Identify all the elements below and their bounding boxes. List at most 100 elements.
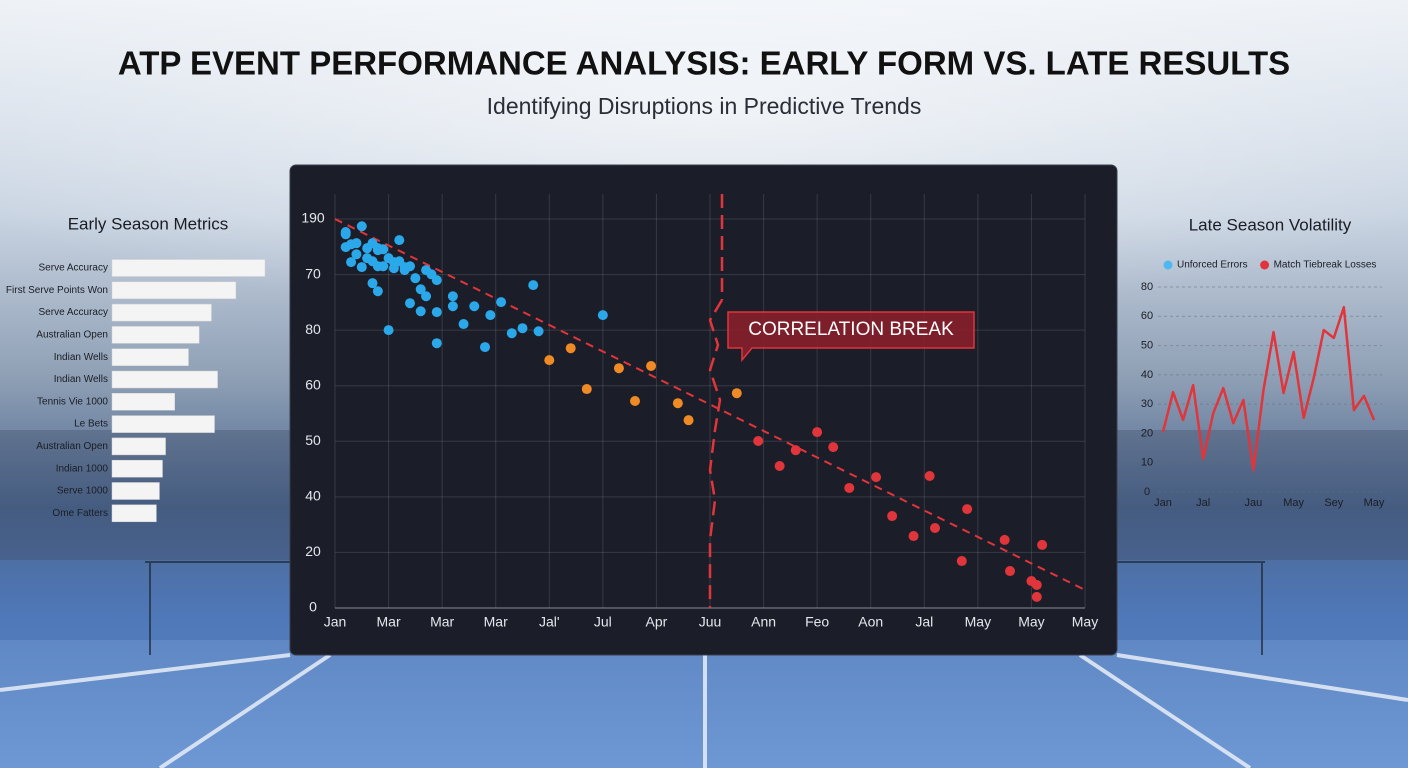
y-tick-label: 190: [301, 210, 325, 226]
legend-marker: [1260, 260, 1270, 270]
point: [999, 534, 1010, 545]
point: [1031, 579, 1042, 590]
bar-label: Ome Fatters: [52, 508, 108, 519]
bar: [111, 393, 175, 411]
bar: [111, 259, 266, 277]
x-tick-label: Mar: [377, 614, 401, 630]
y-tick-label: 0: [309, 599, 317, 615]
point: [431, 338, 442, 349]
x-tick-label: Sey: [1324, 497, 1343, 509]
y-tick-label: 60: [1141, 310, 1153, 322]
page-subtitle: Identifying Disruptions in Predictive Tr…: [487, 93, 922, 119]
point: [528, 280, 539, 291]
point: [356, 262, 367, 273]
point: [828, 442, 839, 453]
y-tick-label: 40: [1141, 369, 1153, 381]
point: [356, 221, 367, 232]
point: [597, 310, 608, 321]
bar: [111, 326, 200, 344]
net: [145, 561, 1265, 655]
point: [405, 298, 415, 309]
point: [908, 531, 919, 542]
point: [415, 306, 426, 317]
point: [924, 471, 935, 482]
point: [683, 415, 694, 426]
x-tick-label: Ann: [751, 614, 776, 630]
point: [340, 229, 351, 240]
bar: [111, 504, 157, 523]
bar-label: Indian Wells: [54, 374, 108, 385]
point: [351, 249, 362, 260]
y-tick-label: 50: [305, 432, 321, 448]
bar-label: Indian Wells: [54, 352, 108, 363]
point: [496, 297, 507, 308]
point: [812, 427, 823, 438]
point: [431, 307, 442, 318]
point: [630, 395, 640, 406]
x-tick-label: Jan: [1154, 497, 1172, 509]
x-tick-label: Jal: [1196, 497, 1210, 509]
x-tick-label: May: [965, 614, 991, 630]
bar: [111, 281, 237, 300]
bar-label: Indian 1000: [56, 463, 109, 474]
y-tick-label: 60: [305, 376, 321, 392]
point: [480, 342, 490, 353]
x-tick-label: Jal': [539, 614, 560, 630]
point: [517, 323, 528, 334]
point: [351, 238, 362, 249]
point: [672, 398, 683, 409]
point: [930, 522, 940, 533]
point: [415, 284, 426, 295]
point: [544, 355, 555, 366]
point: [1031, 591, 1042, 602]
x-tick-label: May: [1072, 614, 1098, 630]
bar: [111, 348, 189, 366]
court-lines: [0, 653, 1408, 768]
x-tick-label: Jul: [594, 614, 612, 630]
line: [1161, 305, 1376, 472]
point: [378, 244, 389, 255]
chart-title: Late Season Volatility: [1189, 215, 1352, 234]
point: [774, 461, 785, 472]
x-tick-label: Juu: [699, 614, 722, 630]
bar-label: First Serve Points Won: [6, 285, 108, 296]
x-tick-label: May: [1364, 497, 1385, 509]
legend-label: Unforced Errors: [1177, 260, 1248, 271]
bar: [111, 459, 163, 478]
y-tick-label: 80: [1141, 281, 1153, 293]
point: [447, 291, 458, 302]
point: [581, 384, 592, 395]
legend-marker: [1163, 260, 1173, 270]
point: [362, 253, 373, 264]
point: [871, 472, 882, 483]
point: [383, 325, 394, 336]
y-tick-label: 70: [305, 265, 321, 281]
x-tick-label: Jan: [324, 614, 347, 630]
stands-right: [1117, 430, 1408, 560]
point: [485, 310, 496, 321]
point: [962, 504, 973, 515]
bar-label: Le Bets: [74, 419, 108, 430]
point: [410, 273, 421, 284]
point: [646, 360, 657, 371]
x-tick-label: May: [1018, 614, 1044, 630]
x-tick-label: Jal: [915, 614, 933, 630]
bar-label: Australian Open: [36, 441, 108, 452]
x-tick-label: May: [1283, 497, 1304, 509]
point: [844, 482, 855, 493]
y-tick-label: 40: [305, 488, 321, 504]
point: [367, 278, 378, 289]
point: [378, 261, 389, 272]
bar-label: Serve 1000: [57, 486, 109, 497]
bar-label: Serve Accuracy: [39, 263, 108, 274]
point: [613, 363, 624, 374]
point: [431, 275, 442, 286]
x-tick-label: Mar: [484, 614, 508, 630]
y-tick-label: 20: [1141, 427, 1153, 439]
point: [372, 286, 383, 297]
point: [731, 388, 742, 399]
point: [506, 328, 517, 339]
annotation-box: [727, 311, 975, 363]
x-tick-label: Aon: [858, 614, 883, 630]
point: [405, 261, 415, 272]
